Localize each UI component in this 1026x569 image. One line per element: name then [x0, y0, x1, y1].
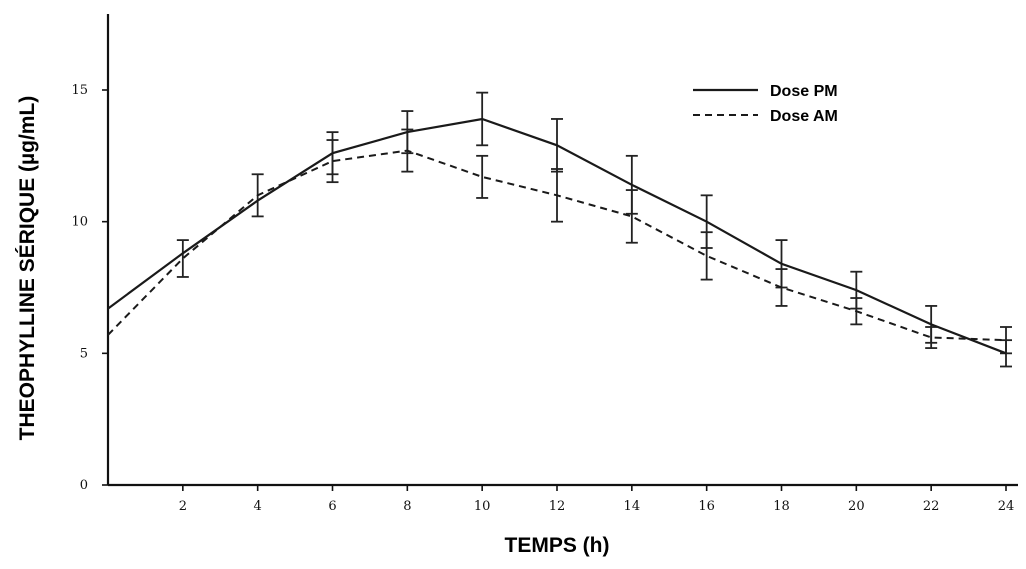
- axes: [106, 14, 1018, 487]
- x-tick-label: 24: [998, 499, 1015, 514]
- y-axis-title: THEOPHYLLINE SÉRIQUE (µg/mL): [16, 96, 39, 441]
- error-bar-am: [625, 189, 638, 244]
- error-bar-am: [1000, 326, 1012, 355]
- error-bar-am: [326, 139, 339, 184]
- x-tick-label: 16: [698, 499, 715, 514]
- error-bars: [176, 91, 1012, 368]
- x-tick-label: 4: [254, 499, 262, 514]
- x-axis-title: TEMPS (h): [505, 534, 610, 557]
- x-tick-label: 8: [403, 499, 411, 514]
- error-bar-am: [476, 154, 489, 199]
- error-bar-am: [176, 239, 189, 278]
- x-tick-label: 10: [474, 499, 491, 514]
- y-tick-label: 5: [80, 346, 88, 361]
- y-tick-label: 15: [71, 83, 88, 98]
- legend: Dose PM Dose AM: [693, 83, 838, 125]
- x-tick-label: 6: [328, 499, 336, 514]
- legend-label-am: Dose AM: [770, 108, 838, 125]
- error-bar-am: [700, 231, 713, 281]
- x-tick-label: 18: [773, 499, 790, 514]
- x-tick-label: 2: [179, 499, 187, 514]
- series-lines: [107, 117, 1007, 355]
- x-tick-label: 20: [848, 499, 865, 514]
- y-tick-label: 0: [80, 478, 88, 493]
- x-tick-label: 22: [923, 499, 940, 514]
- x-tick-label: 14: [624, 499, 641, 514]
- series-line-am: [107, 149, 1007, 342]
- y-tick-label: 10: [71, 215, 88, 230]
- x-tick-label: 12: [549, 499, 566, 514]
- series-line-pm: [107, 117, 1007, 355]
- legend-label-pm: Dose PM: [770, 83, 838, 100]
